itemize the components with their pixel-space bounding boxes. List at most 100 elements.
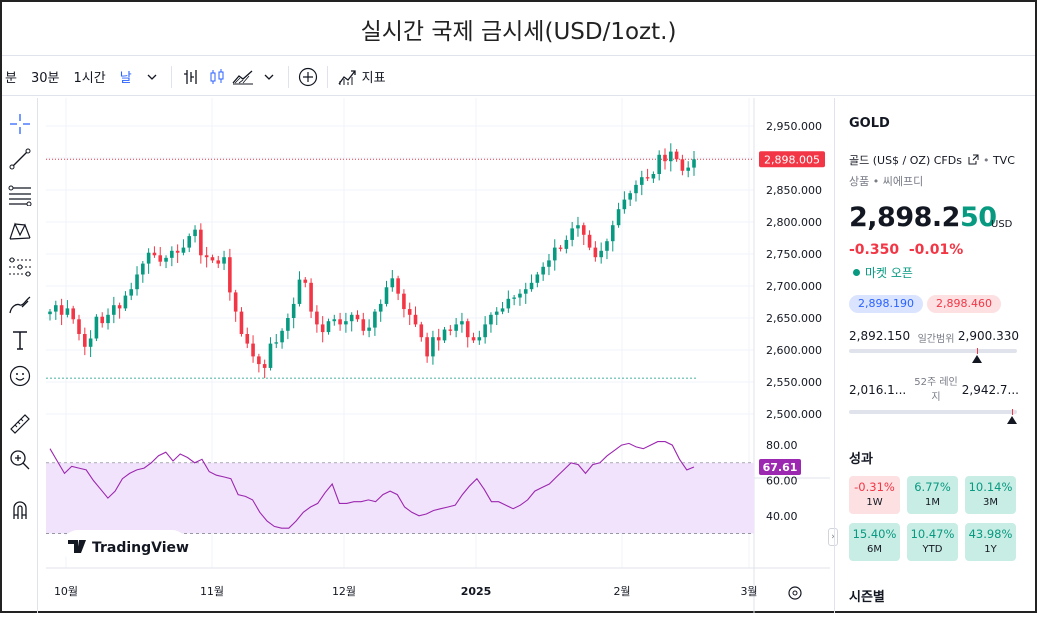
indicators-button[interactable]: 지표 — [361, 71, 386, 86]
candle — [361, 319, 366, 331]
interval-day[interactable]: 날 — [119, 71, 132, 86]
candle — [77, 319, 81, 334]
fib-retracement-icon[interactable] — [6, 181, 34, 209]
toolbar-divider — [326, 65, 328, 88]
candle — [489, 314, 493, 325]
last-price: 2,898.250 — [849, 202, 997, 233]
candle — [454, 324, 458, 331]
currency-label: USD — [991, 219, 1013, 230]
time-axis-label: 3월 — [740, 585, 757, 598]
candle — [303, 279, 308, 283]
52wk-label: 52주 레인지 — [914, 377, 958, 403]
performance-tile[interactable]: 15.40% 6M — [849, 523, 900, 561]
add-compare-icon[interactable] — [295, 64, 321, 90]
emoji-icon[interactable] — [6, 362, 34, 390]
panel-collapse-button[interactable]: › — [828, 528, 838, 546]
rsi-line — [49, 441, 695, 529]
text-icon[interactable] — [6, 326, 34, 354]
chevron-down-icon[interactable] — [256, 64, 282, 90]
prediction-icon[interactable] — [6, 253, 34, 281]
toolbar-divider — [287, 65, 289, 88]
candle — [158, 255, 163, 262]
candle — [384, 287, 389, 304]
zoom-in-icon[interactable] — [6, 446, 34, 474]
candlestick-icon[interactable] — [204, 64, 230, 90]
52wk-range-marker-icon — [1006, 416, 1017, 424]
time-axis-label: 2025 — [461, 585, 492, 598]
ruler-icon[interactable] — [6, 410, 34, 438]
watermark-text: TradingView — [92, 540, 189, 556]
candle — [616, 209, 621, 226]
candle — [309, 282, 313, 312]
symbol-description-text[interactable]: 골드 (US$ / OZ) CFDs — [849, 154, 962, 167]
candle — [257, 356, 261, 365]
price-change: -0.350 -0.01% — [849, 242, 963, 258]
rsi-axis-label: 60.00 — [766, 474, 798, 487]
interval-minute[interactable]: 분 — [5, 71, 17, 86]
price-axis-label: 2,750.000 — [766, 248, 822, 261]
performance-value: 15.40% — [852, 527, 897, 541]
candle — [431, 337, 435, 357]
interval-1hour[interactable]: 1시간 — [73, 71, 106, 86]
area-chart-icon[interactable] — [230, 64, 256, 90]
candle — [523, 289, 528, 294]
change-abs: -0.350 — [849, 242, 900, 258]
candle — [94, 316, 99, 339]
candle — [280, 330, 284, 343]
brush-icon[interactable] — [6, 290, 34, 318]
symbol-description: 골드 (US$ / OZ) CFDs • TVC — [849, 154, 1015, 167]
candle — [367, 327, 371, 331]
candle — [141, 263, 145, 275]
chart-area[interactable]: 2,950.0002,900.0002,850.0002,800.0002,75… — [46, 98, 830, 613]
candle — [686, 167, 690, 171]
candle — [170, 250, 174, 258]
pattern-icon[interactable] — [6, 217, 34, 245]
performance-tile[interactable]: -0.31% 1W — [849, 476, 900, 514]
candle — [390, 278, 395, 288]
indicators-icon[interactable] — [334, 64, 360, 90]
52wk-range-bar — [849, 410, 1017, 414]
interval-30min[interactable]: 30분 — [30, 71, 60, 86]
candle — [291, 303, 296, 318]
performance-tile[interactable]: 43.98% 1Y — [965, 523, 1016, 561]
candle — [471, 337, 476, 341]
external-link-icon[interactable] — [968, 154, 979, 165]
performance-period: 1Y — [984, 544, 997, 555]
candle — [216, 260, 221, 264]
chart-settings-icon[interactable] — [788, 586, 802, 600]
chart-toolbar: 분 30분 1시간 날 지표 — [2, 58, 1035, 96]
candle — [674, 151, 679, 160]
bar-chart-icon[interactable] — [178, 64, 204, 90]
performance-tile[interactable]: 10.47% YTD — [907, 523, 958, 561]
candle — [187, 236, 192, 248]
performance-tile[interactable]: 6.77% 1M — [907, 476, 958, 514]
price-axis-label: 2,850.000 — [766, 184, 822, 197]
magnet-icon[interactable] — [6, 496, 34, 524]
candle — [599, 250, 603, 258]
candle — [315, 311, 319, 325]
candle — [88, 338, 93, 347]
price-chart-svg[interactable]: 2,950.0002,900.0002,850.0002,800.0002,75… — [46, 98, 830, 613]
bid-price: 2,898.190 — [849, 295, 923, 313]
seasonals-title: 시즌별 — [849, 590, 885, 605]
chevron-down-icon[interactable] — [139, 64, 165, 90]
candle — [657, 154, 661, 174]
day-range-marker-icon — [971, 355, 982, 363]
tradingview-watermark[interactable]: TradingView — [62, 530, 189, 562]
candle — [581, 225, 586, 235]
candle — [135, 274, 139, 290]
crosshair-icon[interactable] — [6, 110, 34, 138]
candle — [680, 159, 685, 171]
performance-tile[interactable]: 10.14% 3M — [965, 476, 1016, 514]
trendline-icon[interactable] — [6, 145, 34, 173]
rsi-value-badge-text: 67.61 — [763, 461, 798, 474]
candle — [338, 319, 342, 325]
candle — [239, 311, 244, 334]
candle — [373, 311, 377, 328]
candle — [146, 252, 151, 264]
candle — [518, 293, 522, 298]
rsi-axis-label: 80.00 — [766, 439, 798, 452]
performance-period: YTD — [922, 544, 943, 555]
candle — [245, 334, 250, 344]
last-price-tail: 50 — [959, 202, 997, 233]
